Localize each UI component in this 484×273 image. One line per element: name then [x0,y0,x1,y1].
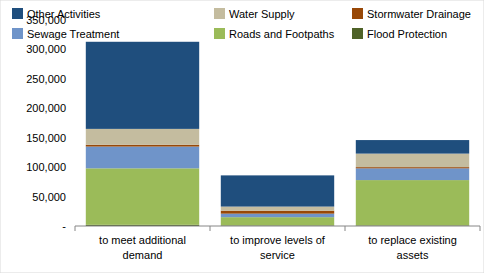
legend-swatch [12,28,23,39]
y-tick-label: 300,000 [26,43,66,55]
bar-segment [221,214,334,218]
legend-label: Sewage Treatment [27,28,119,40]
bar-segment [356,167,469,168]
legend-swatch [12,8,23,19]
bar-segment [86,168,199,225]
bar-segment [356,140,469,154]
bar-segment [221,211,334,214]
y-tick [72,196,75,197]
y-tick-label: 150,000 [26,132,66,144]
background [0,0,484,273]
y-tick [72,137,75,138]
legend-swatch [214,28,225,39]
x-tick-label: to improve levels of service [230,234,326,261]
y-tick [72,78,75,79]
bar-segment [356,154,469,168]
x-tick-label-line: to meet additional [99,234,186,246]
y-tick-label: 200,000 [26,102,66,114]
x-tick-label-line: demand [123,249,163,261]
x-tick-label-line: assets [397,249,429,261]
x-tick-label-line: service [260,249,295,261]
bar-segment [86,129,199,145]
bar-segment [221,175,334,206]
legend-label: Other Activities [27,8,101,20]
y-tick [72,108,75,109]
x-tick-label: to meet additional demand [99,234,186,261]
x-axis [75,226,480,227]
y-tick [72,167,75,168]
y-tick-label: - [62,220,66,232]
y-tick-label: 100,000 [26,161,66,173]
legend-label: Roads and Footpaths [229,28,335,40]
chart: - 50,000 100,000 150,000 200,000 250,000 300,0… [0,0,484,273]
bar-segment [356,180,469,225]
bar-segment [86,147,199,169]
y-tick [72,49,75,50]
bar-segment [221,217,334,225]
bar-segment [86,42,199,129]
legend-label: Flood Protection [367,28,447,40]
x-tick-label: to replace existing assets [368,234,457,261]
x-divider [75,226,76,231]
legend-label: Water Supply [229,8,295,20]
legend-swatch [352,28,363,39]
x-divider [210,226,211,231]
legend-swatch [352,8,363,19]
x-tick-label-line: to replace existing [368,234,457,246]
x-tick-label-line: to improve levels of [230,234,326,246]
bars [86,42,469,226]
x-divider [345,226,346,231]
x-divider [480,226,481,231]
legend-label: Stormwater Drainage [367,8,471,20]
y-tick-label: 250,000 [26,73,66,85]
legend-swatch [214,8,225,19]
y-tick-label: 50,000 [32,191,66,203]
bar-segment [356,168,469,180]
bar-segment [221,207,334,211]
bar-segment [86,145,199,147]
